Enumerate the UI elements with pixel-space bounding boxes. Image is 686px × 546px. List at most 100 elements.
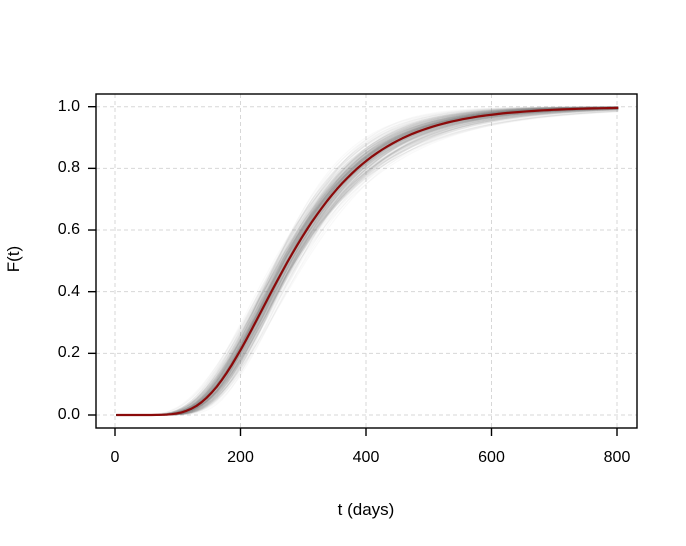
bootstrap-cdf-curve — [116, 108, 619, 416]
bootstrap-cdf-curve — [116, 108, 619, 416]
bootstrap-cdf-curve — [116, 106, 619, 416]
bootstrap-cdf-curve — [116, 108, 619, 416]
bootstrap-cdf-curve — [116, 109, 619, 416]
bootstrap-cdf-curve — [116, 108, 619, 416]
bootstrap-cdf-curve — [116, 108, 619, 416]
bootstrap-cdf-curve — [116, 106, 619, 416]
bootstrap-cdf-curve — [116, 107, 619, 416]
bootstrap-cdf-curve — [116, 106, 619, 416]
bootstrap-cdf-curve — [116, 108, 619, 416]
bootstrap-cdf-curve — [116, 106, 619, 416]
bootstrap-cdf-curve — [116, 106, 619, 416]
bootstrap-cdf-curve — [116, 108, 619, 416]
bootstrap-cdf-curve — [116, 106, 619, 416]
bootstrap-cdf-curve — [116, 106, 619, 416]
x-tick-label: 800 — [603, 449, 631, 466]
bootstrap-cdf-curve — [116, 108, 619, 416]
bootstrap-cdf-curve — [116, 108, 619, 416]
bootstrap-cdf-curve — [116, 108, 619, 416]
bootstrap-cdf-curve — [116, 106, 619, 416]
bootstrap-cdf-curve — [116, 106, 619, 416]
bootstrap-cdf-curve — [116, 106, 619, 416]
bootstrap-cdf-curve — [116, 106, 619, 416]
bootstrap-cdf-curve — [116, 107, 619, 416]
bootstrap-cdf-curve — [116, 106, 619, 416]
bootstrap-cdf-curve — [116, 109, 619, 416]
bootstrap-cdf-curve — [116, 110, 619, 416]
bootstrap-cdf-curve — [116, 109, 619, 416]
bootstrap-cdf-curve — [116, 107, 619, 416]
bootstrap-cdf-curve — [116, 109, 619, 416]
bootstrap-cdf-curve — [116, 106, 619, 416]
bootstrap-cdf-curve — [116, 106, 619, 416]
bootstrap-cdf-curve — [116, 109, 619, 416]
bootstrap-cdf-curve — [116, 108, 619, 416]
bootstrap-cdf-curve — [116, 106, 619, 416]
bootstrap-cdf-curve — [116, 108, 619, 416]
bootstrap-cdf-curve — [116, 106, 619, 416]
bootstrap-cdf-curve — [116, 109, 619, 416]
bootstrap-cdf-curve — [116, 106, 619, 416]
bootstrap-cdf-curve — [116, 109, 619, 416]
bootstrap-cdf-curve — [116, 106, 619, 416]
bootstrap-cdf-curve — [116, 106, 619, 416]
bootstrap-cdf-curve — [116, 107, 619, 416]
bootstrap-cdf-curve — [116, 106, 619, 416]
bootstrap-cdf-curve — [116, 108, 619, 416]
bootstrap-cdf-curve — [116, 106, 619, 416]
bootstrap-cdf-curve — [116, 106, 619, 416]
bootstrap-cdf-curve — [116, 108, 619, 416]
bootstrap-cdf-curve — [116, 109, 619, 416]
y-tick-label: 0.8 — [57, 159, 80, 177]
bootstrap-cdf-curve — [116, 106, 619, 416]
bootstrap-cdf-curve — [116, 111, 619, 416]
bootstrap-cdf-curve — [116, 106, 619, 416]
bootstrap-cdf-curve — [116, 106, 619, 416]
bootstrap-cdf-curve — [116, 106, 619, 416]
bootstrap-cdf-curve — [116, 106, 619, 416]
bootstrap-cdf-curve — [116, 108, 619, 416]
bootstrap-cdf-curve — [116, 108, 619, 416]
bootstrap-cdf-curve — [116, 108, 619, 416]
bootstrap-cdf-curve — [116, 108, 619, 416]
bootstrap-cdf-curve — [116, 108, 619, 416]
x-tick-label: 0 — [110, 449, 120, 466]
bootstrap-cdf-curve — [116, 106, 619, 416]
bootstrap-cdf-curve — [116, 108, 619, 416]
bootstrap-cdf-curve — [116, 107, 619, 416]
bootstrap-cdf-curve — [116, 106, 619, 416]
bootstrap-cdf-curve — [116, 106, 619, 416]
bootstrap-cdf-curve — [116, 106, 619, 416]
bootstrap-cdf-curve — [116, 106, 619, 416]
bootstrap-cdf-curve — [116, 106, 619, 416]
bootstrap-cdf-curve — [116, 110, 619, 416]
bootstrap-cdf-curve — [116, 106, 619, 416]
bootstrap-cdf-curve — [116, 106, 619, 416]
bootstrap-cdf-curve — [116, 106, 619, 416]
x-axis-title: t (days) — [337, 500, 395, 519]
bootstrap-cdf-curve — [116, 108, 619, 416]
bootstrap-cdf-curve — [116, 106, 619, 416]
bootstrap-cdf-curve — [116, 106, 619, 416]
bootstrap-cdf-curve — [116, 109, 619, 416]
y-tick-label: 1.0 — [57, 97, 80, 115]
bootstrap-cdf-curve — [116, 110, 619, 416]
bootstrap-cdf-curve — [116, 108, 619, 416]
bootstrap-cdf-curve — [116, 107, 619, 416]
bootstrap-cdf-curve — [116, 106, 619, 416]
bootstrap-cdf-curve — [116, 106, 619, 416]
bootstrap-cdf-curve — [116, 110, 619, 416]
y-axis-title: F(t) — [4, 245, 23, 273]
bootstrap-cdf-curve — [116, 106, 619, 416]
y-tick-label: 0.0 — [57, 406, 80, 423]
bootstrap-cdf-curve — [116, 106, 619, 416]
bootstrap-cdf-curve — [116, 106, 619, 416]
bootstrap-cdf-curve — [116, 108, 619, 416]
bootstrap-cdf-curve — [116, 110, 619, 416]
bootstrap-cdf-curve — [116, 106, 619, 416]
bootstrap-cdf-curve — [116, 106, 619, 416]
bootstrap-cdf-curve — [116, 110, 619, 416]
